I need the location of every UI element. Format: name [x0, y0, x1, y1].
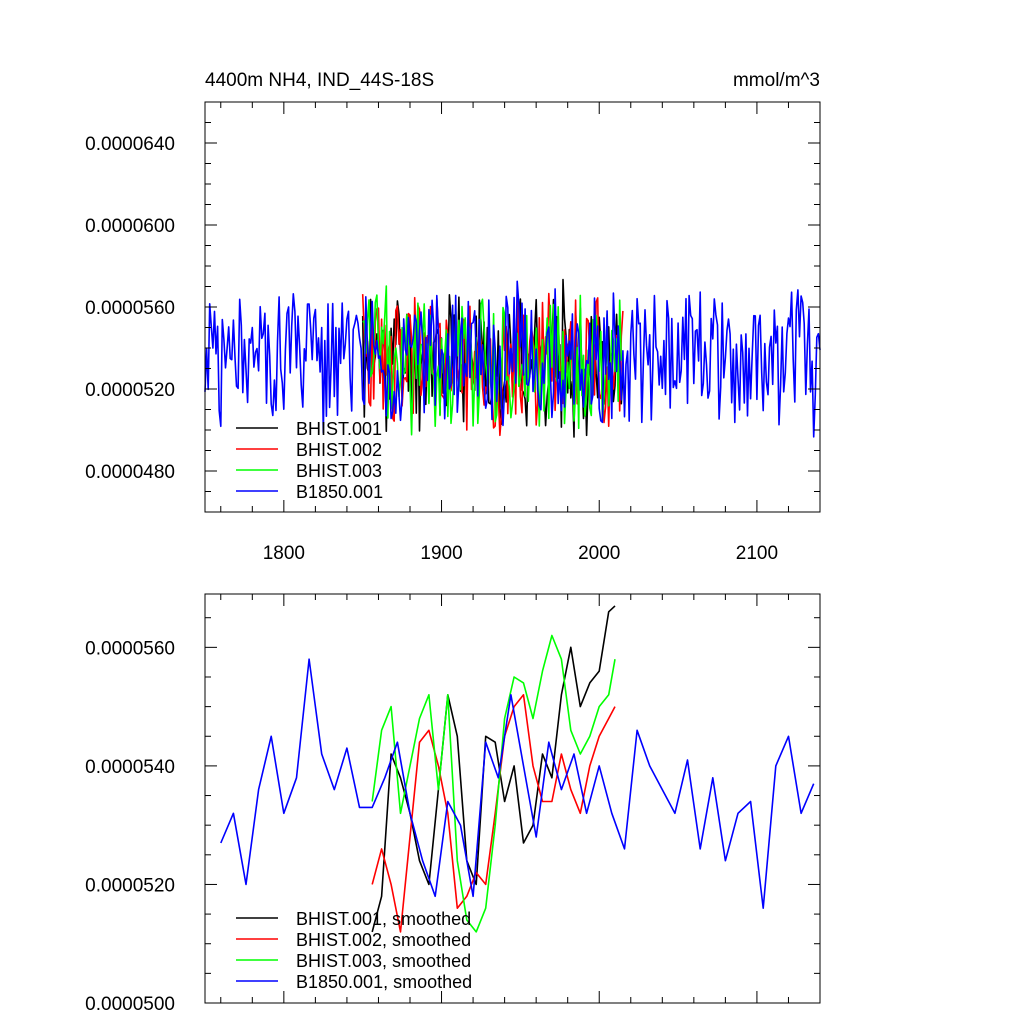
series-line-0-3 [204, 280, 821, 438]
legend-label: B1850.001 [296, 482, 383, 502]
y-tick-label: 0.0000560 [85, 298, 175, 319]
top-units: mmol/m^3 [733, 70, 820, 91]
legend-label: BHIST.001, smoothed [296, 909, 471, 929]
bottom-panel: 0.0000500 0.0000520 0.0000540 0.0000560 BHI… [85, 593, 821, 1015]
legend-label: B1850.001, smoothed [296, 972, 472, 992]
x-tick-label: 2100 [736, 543, 778, 564]
legend-label: BHIST.003 [296, 461, 382, 481]
series-line-1-1 [371, 694, 616, 933]
y-tick-label: 0.0000600 [85, 216, 175, 237]
bottom-axes: 0.0000500 0.0000520 0.0000540 0.0000560 [85, 593, 821, 1015]
series-line-1-0 [371, 605, 616, 933]
top-title: 4400m NH4, IND_44S-18S [205, 70, 434, 91]
legend-label: BHIST.001 [296, 419, 382, 439]
x-tick-label: 1800 [263, 543, 305, 564]
legend-label: BHIST.003, smoothed [296, 951, 471, 971]
y-tick-label: 0.0000500 [85, 994, 175, 1015]
top-series-group [204, 278, 821, 438]
y-tick-label: 0.0000520 [85, 875, 175, 896]
series-line-1-2 [371, 634, 616, 933]
top-axes: 0.0000480 0.0000520 0.0000560 0.0000600 0.00… [85, 101, 821, 564]
x-tick-label: 1900 [420, 543, 462, 564]
y-tick-label: 0.0000480 [85, 462, 175, 483]
top-panel: 4400m NH4, IND_44S-18S mmol/m^3 0.000048… [85, 70, 821, 564]
plot-frame [204, 593, 821, 1004]
legend-label: BHIST.002 [296, 440, 382, 460]
series-line-1-3 [220, 658, 815, 909]
y-tick-label: 0.0000540 [85, 757, 175, 778]
y-tick-label: 0.0000520 [85, 380, 175, 401]
legend-label: BHIST.002, smoothed [296, 930, 471, 950]
x-tick-label: 2000 [578, 543, 620, 564]
bottom-series-group [220, 605, 815, 933]
y-tick-label: 0.0000640 [85, 134, 175, 155]
y-tick-label: 0.0000560 [85, 638, 175, 659]
